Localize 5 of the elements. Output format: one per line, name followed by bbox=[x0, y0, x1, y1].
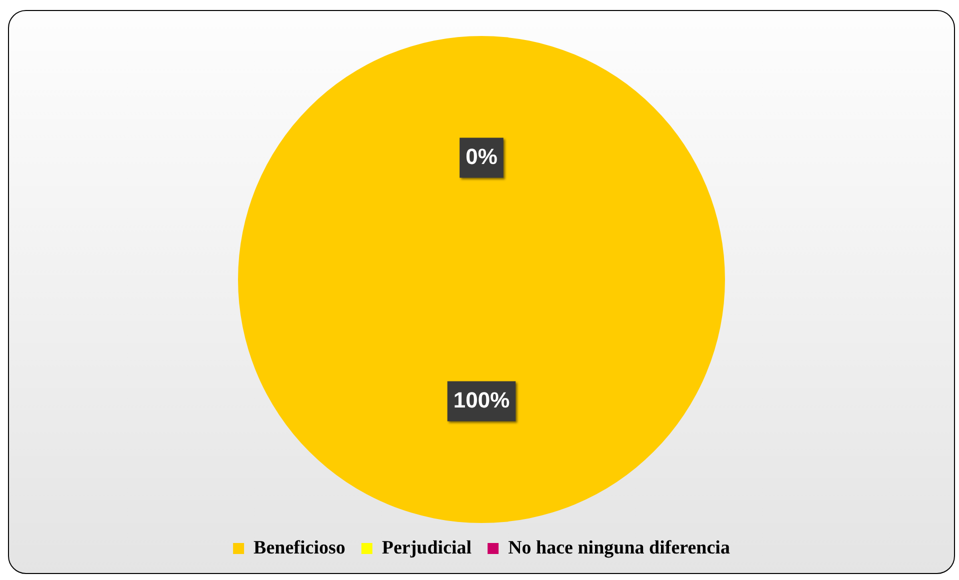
legend-label: Perjudicial bbox=[382, 537, 472, 558]
data-label: 100% bbox=[453, 387, 510, 412]
legend-label: Beneficioso bbox=[254, 537, 346, 558]
text: 0% bbox=[466, 144, 498, 169]
legend-label: No hace ninguna diferencia bbox=[508, 537, 730, 558]
